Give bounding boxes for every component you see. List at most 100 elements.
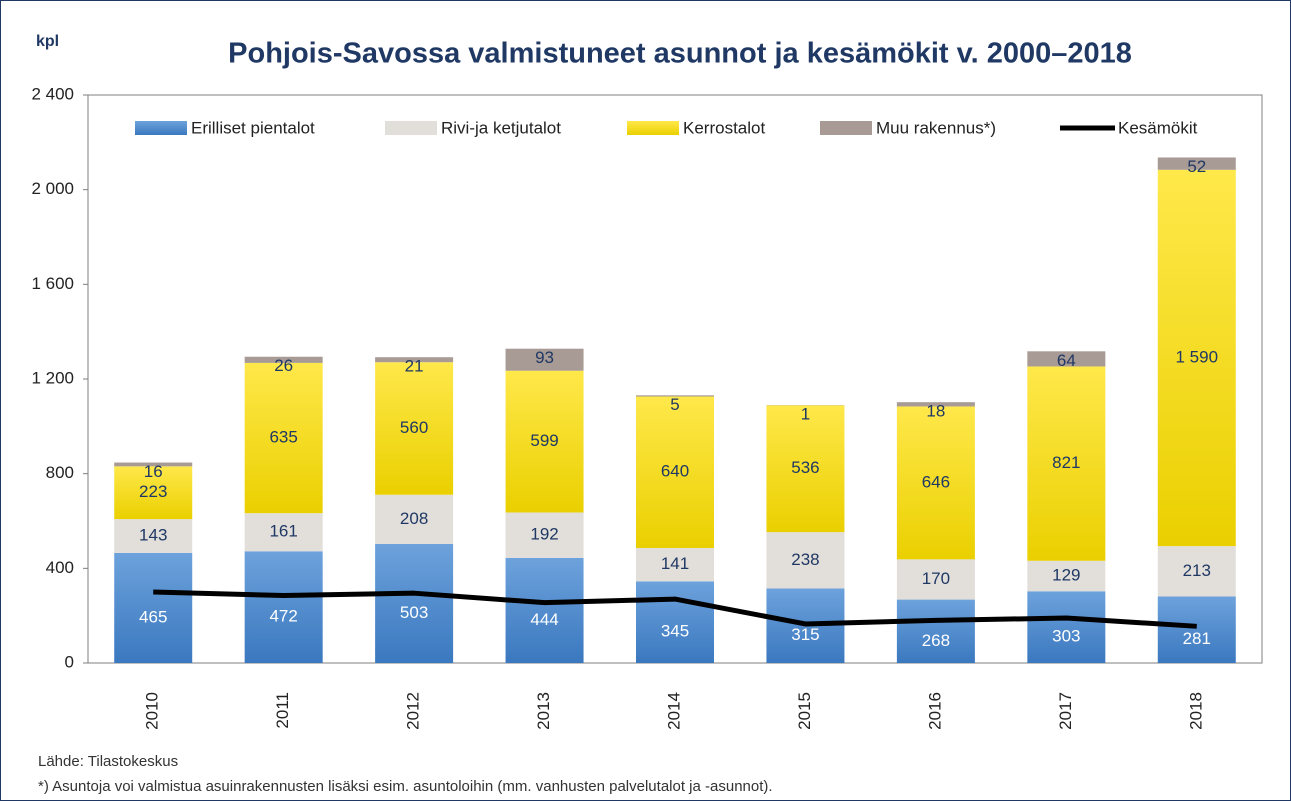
- data-label: 635: [269, 428, 297, 447]
- footnote: *) Asuntoja voi valmistua asuinrakennust…: [38, 778, 773, 795]
- legend-swatch: [820, 121, 872, 135]
- bar-segment: [1157, 546, 1236, 597]
- legend-swatch: [627, 121, 679, 135]
- bar-segment: [896, 599, 975, 663]
- data-label: 5: [670, 395, 679, 414]
- data-label: 345: [661, 622, 689, 641]
- data-label: 208: [400, 509, 428, 528]
- legend-swatch: [385, 121, 437, 135]
- bar-segment: [114, 462, 193, 467]
- bar-segment: [1157, 157, 1236, 170]
- bar-segment: [114, 466, 193, 520]
- bar-segment: [114, 552, 193, 663]
- x-tick-label: 2011: [273, 692, 292, 729]
- bar-segment: [896, 402, 975, 407]
- data-label: 16: [144, 462, 163, 481]
- bar-segment: [766, 532, 845, 589]
- bar-segment: [244, 356, 323, 363]
- data-label: 303: [1052, 627, 1080, 646]
- y-axis-label: kpl: [36, 33, 59, 50]
- bar-segment: [375, 362, 454, 495]
- bar-segment: [375, 543, 454, 663]
- data-label: 560: [400, 418, 428, 437]
- x-tick-label: 2015: [795, 692, 814, 730]
- y-tick-label: 800: [46, 463, 74, 482]
- data-label: 315: [791, 625, 819, 644]
- data-label: 472: [269, 607, 297, 626]
- data-label: 281: [1183, 629, 1211, 648]
- bar-segment: [1027, 560, 1106, 592]
- bar-segment: [636, 581, 714, 663]
- chart-title: Pohjois-Savossa valmistuneet asunnot ja …: [228, 38, 1132, 70]
- data-label: 444: [530, 610, 558, 629]
- data-label: 465: [139, 607, 167, 626]
- bar-segment: [505, 348, 584, 371]
- data-label: 223: [139, 482, 167, 501]
- x-tick-label: 2014: [664, 692, 683, 730]
- y-tick-label: 1 200: [31, 368, 74, 387]
- data-label: 52: [1187, 157, 1206, 176]
- data-label: 1 590: [1176, 347, 1219, 366]
- bar-segment: [244, 551, 323, 663]
- y-tick-label: 2 400: [31, 84, 74, 103]
- x-tick-label: 2010: [143, 692, 162, 730]
- data-label: 93: [535, 348, 554, 367]
- source-note: Lähde: Tilastokeskus: [38, 753, 178, 770]
- data-label: 143: [139, 526, 167, 545]
- y-tick-label: 1 600: [31, 274, 74, 293]
- bar-segment: [505, 557, 584, 663]
- bar-segment: [896, 406, 975, 560]
- legend-label: Muu rakennus*): [876, 118, 996, 137]
- bar-segment: [636, 395, 714, 397]
- legend-label: Kesämökit: [1118, 118, 1198, 137]
- bar-segment: [636, 547, 714, 582]
- data-label: 599: [530, 431, 558, 450]
- x-tick-label: 2012: [404, 692, 423, 730]
- data-label: 268: [922, 631, 950, 650]
- data-label: 238: [791, 550, 819, 569]
- bar-segment: [1157, 169, 1236, 547]
- data-label: 21: [405, 357, 424, 376]
- bar-segment: [375, 494, 454, 544]
- data-label: 161: [269, 522, 297, 541]
- bar-segment: [896, 559, 975, 600]
- bar-segment: [244, 362, 323, 514]
- bar-segment: [1027, 366, 1106, 561]
- line: [153, 589, 1197, 629]
- data-label: 26: [274, 356, 293, 375]
- legend-label: Erilliset pientalot: [191, 118, 315, 137]
- x-tick-label: 2017: [1056, 692, 1075, 730]
- data-label: 64: [1057, 351, 1076, 370]
- x-tick-label: 2016: [925, 692, 944, 730]
- legend-swatch: [135, 121, 187, 135]
- bar-segment: [1027, 351, 1106, 367]
- bar-segment: [1157, 596, 1236, 663]
- bar-segment: [244, 513, 323, 552]
- bar-segment: [505, 512, 584, 558]
- data-label: 170: [922, 569, 950, 588]
- bar-segment: [766, 405, 845, 533]
- data-label: 129: [1052, 566, 1080, 585]
- bar-segment: [1027, 591, 1106, 663]
- data-label: 503: [400, 603, 428, 622]
- data-label: 213: [1183, 561, 1211, 580]
- y-tick-label: 0: [65, 652, 74, 671]
- bar-segment: [375, 357, 454, 363]
- bar-segment: [505, 370, 584, 513]
- x-tick-label: 2013: [534, 692, 553, 730]
- data-label: 18: [926, 402, 945, 421]
- data-label: 646: [922, 472, 950, 491]
- data-label: 821: [1052, 453, 1080, 472]
- data-label: 1: [801, 405, 810, 424]
- bar-segment: [114, 519, 193, 553]
- legend-label: Rivi-ja ketjutalot: [441, 118, 561, 137]
- data-label: 640: [661, 462, 689, 481]
- data-label: 141: [661, 554, 689, 573]
- legend-label: Kerrostalot: [683, 118, 765, 137]
- data-label: 192: [530, 525, 558, 544]
- data-label: 536: [791, 458, 819, 477]
- y-tick-label: 400: [46, 558, 74, 577]
- x-tick-label: 2018: [1186, 692, 1205, 730]
- y-tick-label: 2 000: [31, 179, 74, 198]
